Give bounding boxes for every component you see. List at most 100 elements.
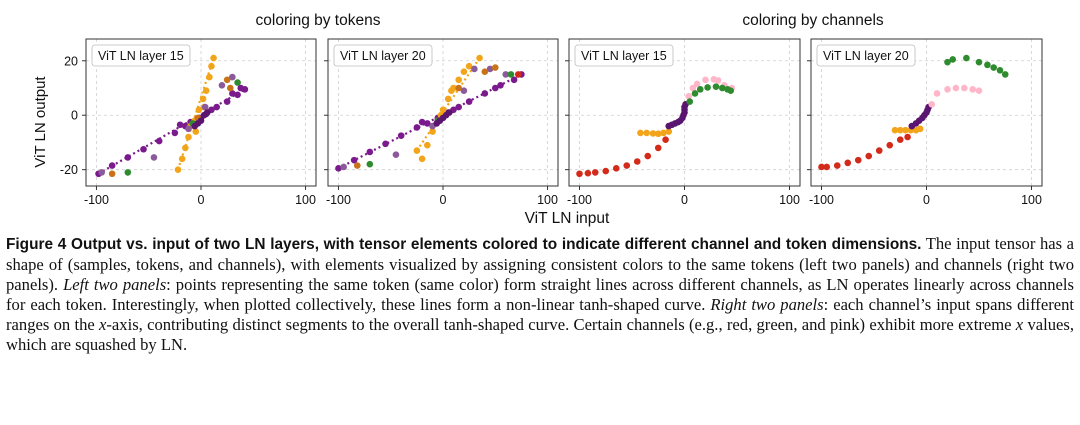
data-point bbox=[195, 106, 203, 114]
data-point bbox=[335, 165, 342, 172]
data-point bbox=[182, 144, 189, 152]
data-point bbox=[206, 73, 213, 81]
data-point bbox=[486, 65, 494, 73]
data-point bbox=[969, 86, 976, 93]
data-point bbox=[424, 141, 431, 149]
data-point bbox=[497, 81, 504, 89]
data-point bbox=[660, 129, 667, 137]
data-point bbox=[591, 169, 599, 176]
data-point bbox=[952, 84, 960, 92]
x-tick-label: 0 bbox=[923, 193, 930, 207]
data-point bbox=[1001, 71, 1009, 78]
data-point bbox=[382, 140, 389, 148]
data-point bbox=[213, 103, 220, 111]
data-point bbox=[465, 62, 473, 70]
data-point bbox=[865, 152, 873, 160]
data-point bbox=[226, 84, 234, 92]
data-point bbox=[702, 76, 709, 84]
caption-var-x: x bbox=[99, 315, 107, 334]
data-point bbox=[155, 137, 163, 145]
data-point bbox=[654, 144, 662, 152]
data-point bbox=[199, 95, 207, 103]
data-point bbox=[433, 120, 441, 127]
data-point bbox=[140, 145, 147, 153]
data-point bbox=[691, 90, 699, 97]
data-point bbox=[234, 79, 241, 86]
caption-text-5: values, which are squashed by LN. bbox=[6, 315, 1074, 354]
data-point bbox=[844, 159, 852, 167]
data-point bbox=[203, 109, 211, 116]
data-point bbox=[210, 54, 217, 62]
data-point bbox=[984, 61, 991, 69]
caption-title: Figure 4 Output vs. input of two LN laye… bbox=[6, 236, 922, 253]
data-point bbox=[366, 160, 374, 168]
data-point bbox=[975, 87, 983, 95]
series-trend-line bbox=[337, 73, 522, 170]
x-tick-label: -100 bbox=[567, 193, 592, 207]
x-tick-label: -100 bbox=[326, 193, 351, 207]
data-point bbox=[662, 136, 669, 144]
data-point bbox=[990, 64, 997, 71]
data-point bbox=[413, 147, 421, 154]
panel-2: -100 0 100 ViT LN layer 20 bbox=[324, 38, 559, 207]
data-point bbox=[223, 76, 231, 84]
data-point bbox=[904, 133, 911, 141]
data-point bbox=[623, 162, 631, 169]
data-point bbox=[944, 58, 951, 66]
x-tick-label: 0 bbox=[440, 193, 447, 207]
data-point bbox=[124, 169, 132, 176]
caption-text-2: : points representing the same token (sa… bbox=[6, 275, 1074, 314]
caption-text-4: -axis, contributing distinct segments to… bbox=[106, 315, 1016, 334]
data-point bbox=[444, 95, 452, 103]
data-point bbox=[689, 84, 697, 92]
data-point bbox=[418, 155, 426, 163]
data-point bbox=[896, 126, 904, 134]
data-point bbox=[712, 83, 720, 90]
data-point bbox=[933, 90, 941, 97]
data-point bbox=[413, 124, 421, 131]
data-point bbox=[476, 54, 483, 62]
data-point bbox=[208, 62, 215, 70]
data-point bbox=[685, 92, 692, 100]
panel-label-box bbox=[91, 44, 191, 67]
caption-right-panels-label: Right two panels bbox=[710, 295, 824, 314]
panel-label: ViT LN layer 20 bbox=[823, 49, 909, 63]
data-point bbox=[902, 126, 909, 134]
data-point bbox=[176, 121, 184, 129]
data-point bbox=[418, 118, 426, 126]
data-point bbox=[996, 67, 1004, 74]
caption-left-panels-label: Left two panels bbox=[63, 275, 167, 294]
data-point bbox=[916, 125, 924, 133]
data-point bbox=[197, 117, 205, 124]
data-point bbox=[643, 129, 650, 137]
data-point bbox=[644, 152, 652, 160]
data-point bbox=[510, 76, 518, 84]
caption-text-3: : each channel’s input spans different r… bbox=[6, 295, 1074, 334]
y-tick-label: 0 bbox=[71, 109, 78, 123]
data-point bbox=[202, 87, 210, 95]
data-point bbox=[602, 167, 610, 175]
x-tick-label: 100 bbox=[295, 193, 316, 207]
x-tick-label: -100 bbox=[809, 193, 834, 207]
data-point bbox=[727, 87, 734, 95]
panel-4: -100 0 100 ViT LN layer 20 bbox=[807, 38, 1043, 207]
data-point bbox=[693, 80, 701, 88]
caption-var-x-2: x bbox=[1015, 315, 1024, 334]
data-point bbox=[218, 81, 226, 89]
data-point bbox=[201, 103, 209, 111]
panel-label-box bbox=[574, 44, 674, 67]
data-point bbox=[171, 129, 179, 137]
data-point bbox=[944, 86, 951, 93]
data-point bbox=[584, 169, 592, 177]
data-point bbox=[818, 163, 825, 171]
data-point bbox=[833, 162, 841, 169]
data-point bbox=[455, 103, 462, 111]
data-point bbox=[654, 130, 662, 138]
data-point bbox=[491, 64, 499, 71]
data-point bbox=[429, 128, 436, 135]
data-point bbox=[896, 136, 904, 144]
data-point bbox=[234, 91, 241, 99]
group-title-tokens: coloring by tokens bbox=[256, 12, 381, 29]
x-axis-label: ViT LN input bbox=[525, 210, 610, 227]
data-point bbox=[686, 98, 694, 105]
